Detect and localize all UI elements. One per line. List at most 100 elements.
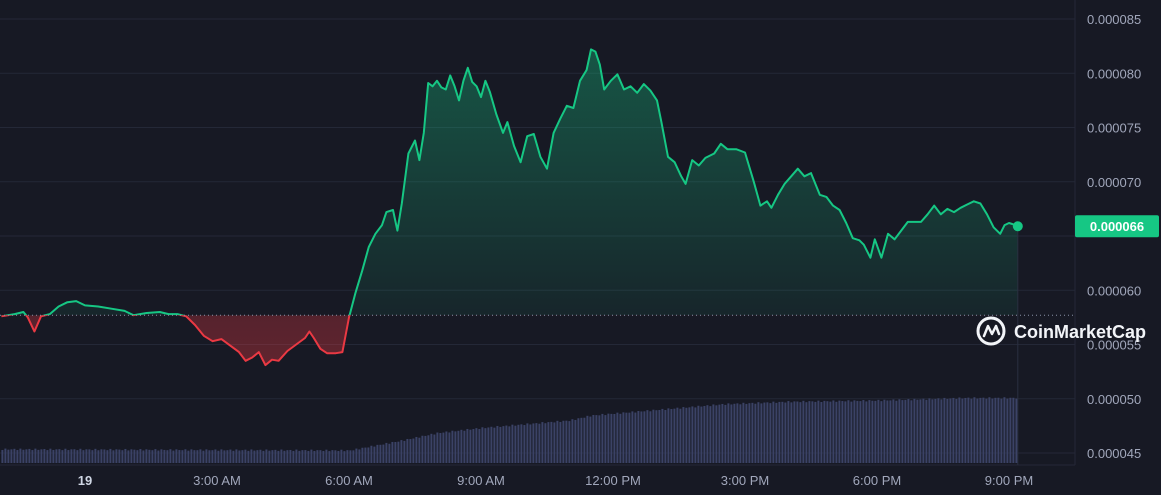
volume-bar	[823, 400, 826, 463]
price-line	[1, 48, 1019, 367]
volume-bar	[949, 398, 952, 463]
volume-bar	[391, 441, 394, 463]
x-tick-label: 6:00 PM	[853, 473, 901, 488]
volume-bar	[544, 423, 547, 463]
volume-bar	[418, 437, 421, 463]
volume-bar	[655, 410, 658, 463]
volume-bar	[856, 400, 859, 463]
volume-bar	[658, 409, 661, 463]
volume-bar	[106, 450, 109, 463]
volume-bar	[379, 444, 382, 463]
volume-bar	[634, 412, 637, 463]
volume-bar	[436, 432, 439, 463]
x-tick-label: 9:00 PM	[985, 473, 1033, 488]
volume-bar	[943, 397, 946, 463]
volume-bar	[1009, 397, 1012, 463]
volume-bar	[322, 450, 325, 463]
volume-bar	[832, 400, 835, 463]
volume-bar	[25, 449, 28, 463]
volume-bar	[445, 431, 448, 463]
volume-bar	[199, 449, 202, 463]
volume-bar	[28, 448, 31, 463]
volume-bar	[979, 397, 982, 463]
volume-bar	[958, 397, 961, 463]
volume-bar	[511, 424, 514, 463]
volume-bar	[925, 399, 928, 463]
volume-bar	[571, 419, 574, 463]
volume-bar	[364, 447, 367, 463]
volume-bar	[592, 414, 595, 463]
volume-bar	[295, 449, 298, 463]
volume-bar	[397, 441, 400, 463]
volume-bar	[694, 407, 697, 463]
volume-bar	[7, 449, 10, 463]
volume-bar	[754, 403, 757, 463]
volume-bar	[664, 409, 667, 463]
volume-bar	[652, 409, 655, 463]
volume-bar	[871, 400, 874, 463]
volume-bar	[637, 410, 640, 463]
volume-bar	[817, 400, 820, 463]
volume-bar	[889, 400, 892, 463]
volume-bar	[919, 399, 922, 463]
volume-bar	[202, 450, 205, 463]
volume-bar	[763, 402, 766, 463]
volume-bar	[772, 401, 775, 463]
volume-bar	[4, 448, 7, 463]
volume-bar	[214, 449, 217, 463]
volume-bar	[256, 450, 259, 463]
y-tick-label: 0.000085	[1087, 12, 1141, 27]
volume-bar	[874, 400, 877, 463]
volume-bar	[691, 406, 694, 463]
y-tick-label: 0.000050	[1087, 392, 1141, 407]
volume-bar	[127, 450, 130, 463]
volume-bar	[463, 430, 466, 463]
volume-bar	[598, 415, 601, 463]
volume-bar	[1000, 398, 1003, 463]
volume-bar	[895, 400, 898, 463]
volume-bar	[1006, 398, 1009, 463]
price-area-down	[1, 315, 350, 366]
volume-bar	[466, 428, 469, 463]
volume-bar	[493, 427, 496, 463]
volume-bar	[442, 432, 445, 463]
volume-bar	[649, 411, 652, 463]
volume-bar	[13, 448, 16, 463]
volume-bar	[16, 450, 19, 463]
volume-bar	[757, 402, 760, 463]
volume-bar	[730, 404, 733, 463]
volume-bar	[250, 449, 253, 463]
volume-bar	[37, 449, 40, 463]
volume-bar	[421, 435, 424, 463]
volume-bar	[112, 450, 115, 463]
volume-bar	[484, 428, 487, 463]
volume-bar	[496, 425, 499, 463]
volume-bar	[187, 450, 190, 463]
volume-bar	[346, 450, 349, 463]
volume-bar	[388, 443, 391, 463]
volume-bar	[430, 433, 433, 463]
volume-bar	[205, 449, 208, 463]
volume-bar	[298, 450, 301, 463]
volume-bar	[877, 399, 880, 463]
volume-bar	[181, 450, 184, 463]
volume-bar	[148, 449, 151, 463]
volume-bar	[331, 450, 334, 463]
volume-bar	[535, 423, 538, 463]
volume-bar	[265, 449, 268, 463]
volume-bar	[748, 403, 751, 463]
volume-bar	[136, 450, 139, 463]
volume-bar	[778, 401, 781, 463]
volume-bar	[892, 399, 895, 463]
volume-bar	[469, 429, 472, 463]
volume-bar	[304, 450, 307, 463]
volume-bar	[163, 449, 166, 463]
volume-bar	[271, 450, 274, 463]
volume-bar	[130, 449, 133, 463]
volume-bar	[670, 409, 673, 463]
volume-bar	[928, 398, 931, 463]
volume-bar	[940, 399, 943, 463]
volume-bar	[232, 450, 235, 463]
volume-bar	[529, 424, 532, 463]
